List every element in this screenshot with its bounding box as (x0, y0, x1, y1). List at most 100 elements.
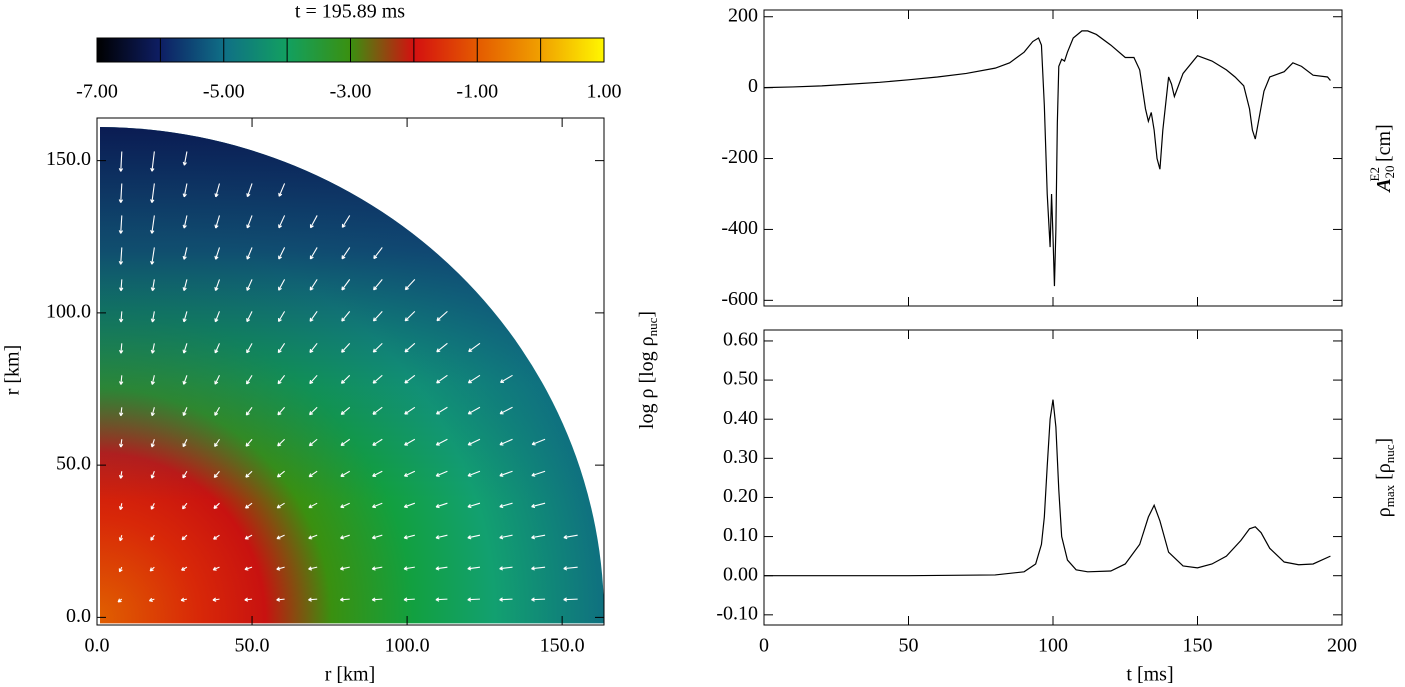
label-part: 20 (1382, 165, 1397, 178)
velocity-arrow (499, 597, 513, 602)
velocity-arrow (277, 343, 286, 354)
velocity-arrow (182, 247, 188, 260)
x-tick-label: 50 (899, 635, 919, 657)
velocity-arrow (118, 247, 124, 265)
velocity-arrow (340, 438, 351, 447)
velocity-arrow (276, 597, 285, 602)
velocity-arrow (182, 439, 188, 448)
velocity-arrow (373, 247, 383, 260)
x-tick-label: 0 (759, 635, 769, 657)
velocity-arrow (372, 342, 383, 353)
velocity-arrow (499, 566, 513, 571)
velocity-arrow (531, 470, 546, 477)
velocity-arrow (308, 438, 318, 447)
velocity-arrow (435, 470, 448, 477)
velocity-arrow (371, 534, 383, 540)
velocity-arrow (563, 534, 578, 540)
label-part: nuc (1382, 444, 1397, 463)
velocity-arrow (309, 215, 318, 229)
y-tick-label: 0 (748, 75, 758, 97)
velocity-arrow (340, 566, 350, 571)
velocity-arrow (404, 406, 416, 415)
velocity-arrow (531, 566, 546, 571)
velocity-arrow (276, 534, 285, 540)
velocity-arrow (276, 566, 285, 571)
velocity-arrow (119, 279, 124, 292)
velocity-arrow (278, 215, 286, 229)
y-axis-label: r [km] (2, 345, 24, 396)
velocity-arrow (150, 279, 156, 292)
velocity-arrow (213, 534, 220, 540)
velocity-arrow (372, 502, 383, 509)
y-tick-label: -600 (721, 288, 758, 310)
velocity-arrow (436, 310, 448, 322)
velocity-arrow (499, 534, 513, 540)
velocity-arrow (467, 597, 480, 602)
axis-label: ρmax [ρnuc] (1373, 438, 1397, 517)
velocity-arrow (214, 183, 221, 198)
axis-label: log ρ [log ρnuc] (636, 311, 660, 429)
label-part: ρ (1373, 507, 1395, 517)
velocity-arrow (467, 438, 481, 446)
label-part: [cm] (1373, 124, 1395, 167)
velocity-arrow (246, 247, 253, 260)
velocity-arrow (150, 375, 155, 385)
y-tick-label: 50.0 (56, 453, 91, 475)
velocity-arrow (404, 279, 416, 291)
label-part: E2 (1367, 167, 1382, 181)
x-tick-label: 200 (1327, 635, 1357, 657)
velocity-arrow (150, 534, 155, 541)
velocity-arrow (277, 374, 286, 385)
plot-frame (763, 9, 1343, 307)
velocity-arrow (245, 470, 253, 478)
velocity-arrow (309, 374, 318, 385)
velocity-arrow (118, 503, 124, 510)
velocity-arrow (182, 215, 188, 229)
velocity-arrow (149, 566, 155, 572)
velocity-arrow (277, 406, 286, 416)
velocity-arrow (531, 597, 546, 602)
velocity-arrow (403, 470, 416, 477)
velocity-arrow (150, 343, 156, 354)
velocity-arrow (341, 215, 351, 228)
velocity-arrow (309, 247, 318, 260)
velocity-arrow (341, 311, 351, 322)
velocity-arrow (372, 406, 383, 415)
velocity-arrow (276, 470, 285, 478)
velocity-arrow (148, 597, 155, 602)
y-tick-label: 0.60 (723, 329, 758, 351)
plot-frame (96, 117, 605, 626)
x-tick-label: 50.0 (235, 635, 270, 657)
velocity-arrow (150, 247, 155, 265)
velocity-arrow (278, 279, 286, 291)
velocity-arrow (246, 311, 253, 323)
velocity-arrow (340, 406, 351, 416)
velocity-arrow (467, 470, 481, 477)
velocity-arrow (308, 534, 318, 540)
velocity-arrow (563, 597, 578, 602)
colorbar-tick-label: 1.00 (587, 81, 622, 103)
y-tick-label: 0.20 (723, 485, 758, 507)
velocity-arrow (467, 502, 481, 509)
velocity-arrow (372, 438, 383, 446)
velocity-arrow (214, 375, 220, 385)
velocity-arrow (150, 439, 155, 448)
velocity-arrow (403, 597, 415, 602)
label-part: ] (636, 311, 658, 318)
velocity-arrow (181, 534, 188, 541)
velocity-arrow (309, 342, 318, 353)
velocity-arrow (150, 151, 155, 172)
plot-frame (763, 329, 1343, 626)
velocity-arrow (214, 247, 221, 260)
y-tick-label: -200 (721, 146, 758, 168)
data-line (763, 30, 1331, 287)
velocity-arrow (340, 374, 351, 384)
x-tick-label: 150 (1183, 635, 1213, 657)
velocity-arrow (118, 407, 124, 417)
velocity-arrow (563, 566, 578, 571)
velocity-arrow (214, 215, 221, 229)
label-part: log ρ [log ρ (636, 336, 658, 429)
velocity-arrow (371, 597, 383, 602)
velocity-arrow (404, 310, 416, 322)
label-part: ] (1373, 438, 1395, 445)
